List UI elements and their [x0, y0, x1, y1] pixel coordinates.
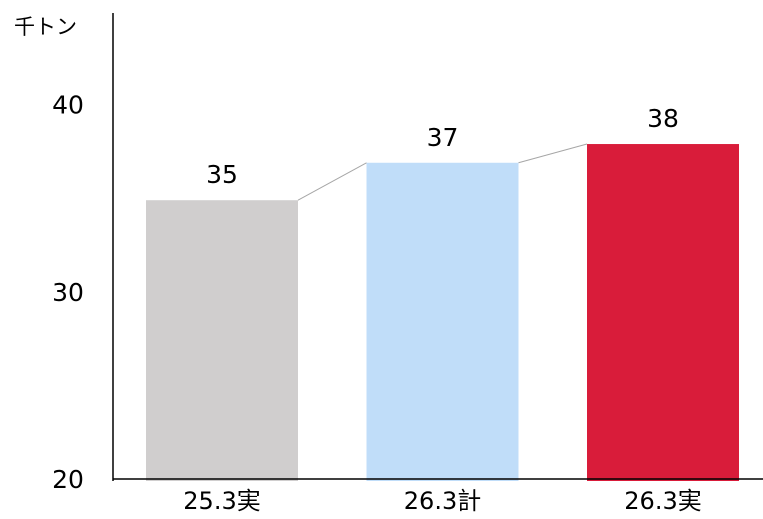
y-tick-label: 20 — [52, 465, 84, 494]
x-tick-label: 26.3計 — [404, 487, 481, 515]
x-tick-label: 25.3実 — [183, 487, 260, 515]
y-tick-label: 30 — [52, 278, 84, 307]
x-tick-label: 26.3実 — [624, 487, 701, 515]
bar — [146, 200, 298, 481]
y-axis-unit: 千トン — [14, 15, 77, 39]
y-tick-label: 40 — [52, 91, 84, 120]
bar — [366, 162, 519, 481]
connector — [297, 162, 367, 201]
connector — [518, 143, 588, 164]
value-label: 38 — [647, 104, 679, 133]
value-label: 35 — [206, 160, 238, 189]
value-label: 37 — [427, 123, 459, 152]
bar — [587, 144, 739, 482]
